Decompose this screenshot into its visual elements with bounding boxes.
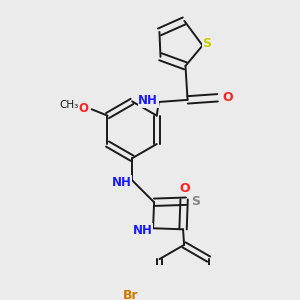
Text: NH: NH — [133, 224, 152, 237]
Text: S: S — [191, 195, 200, 208]
Text: S: S — [202, 37, 211, 50]
Text: O: O — [223, 91, 233, 104]
Text: Br: Br — [123, 290, 139, 300]
Text: O: O — [180, 182, 190, 195]
Text: NH: NH — [112, 176, 131, 189]
Text: O: O — [78, 102, 88, 115]
Text: NH: NH — [138, 94, 158, 107]
Text: CH₃: CH₃ — [59, 100, 78, 110]
